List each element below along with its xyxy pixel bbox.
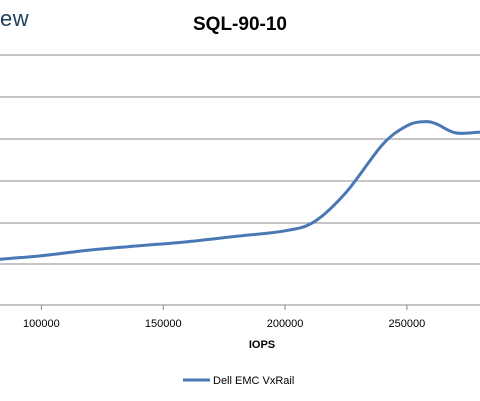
x-tick-label: 250000: [389, 318, 426, 330]
grid-lines: [0, 54, 480, 306]
x-axis-title: IOPS: [249, 339, 275, 351]
series-line-dell-emc-vxrail: [0, 120, 480, 261]
x-tick-labels: 100000 150000 200000 250000: [23, 318, 425, 330]
legend: Dell EMC VxRail: [183, 375, 294, 387]
series-lines: [0, 120, 480, 261]
x-tick-label: 150000: [145, 318, 182, 330]
brand-logo-fragment: ew: [0, 6, 30, 31]
chart-title: SQL-90-10: [193, 14, 287, 35]
legend-label: Dell EMC VxRail: [213, 375, 294, 387]
x-axis: [40, 305, 408, 310]
x-tick-label: 200000: [267, 318, 304, 330]
x-tick-label: 100000: [23, 318, 60, 330]
